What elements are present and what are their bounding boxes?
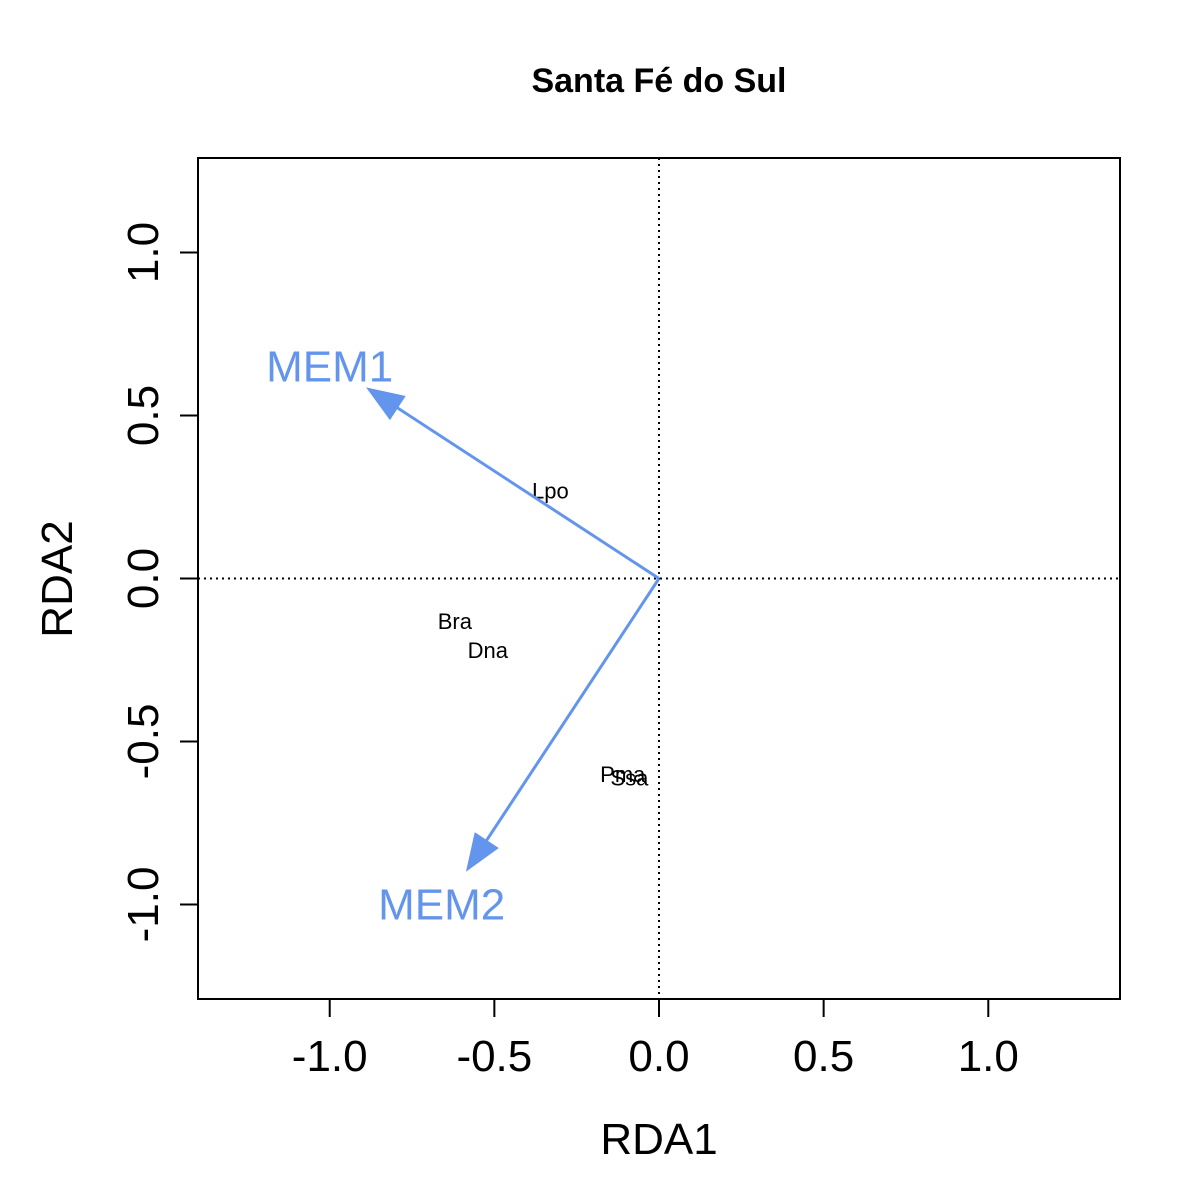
y-tick-label: 1.0 — [119, 222, 168, 283]
x-tick-label: 0.5 — [793, 1032, 854, 1081]
y-tick-label: 0.5 — [119, 385, 168, 446]
vector-arrow-mem2 — [465, 577, 661, 872]
species-label-ssa: Ssa — [610, 765, 649, 790]
x-tick-label: -0.5 — [456, 1032, 532, 1081]
vector-arrow-mem1 — [366, 387, 660, 580]
plot-area: -1.0 -0.5 0.0 0.5 1.0-1.0-0.50.00.51.0LpoBra… — [119, 157, 1121, 1081]
species-label-bra: Bra — [438, 609, 473, 634]
x-tick-label: 1.0 — [958, 1032, 1019, 1081]
x-tick-label: 0.0 — [628, 1032, 689, 1081]
x-axis-title: RDA1 — [600, 1115, 717, 1164]
species-label-dna: Dna — [468, 638, 509, 663]
y-tick-label: -0.5 — [119, 704, 168, 780]
vector-label-mem1: MEM1 — [266, 343, 393, 392]
chart-title: Santa Fé do Sul — [531, 62, 786, 100]
vector-label-mem2: MEM2 — [378, 880, 505, 929]
x-tick-label: -1.0 — [292, 1032, 368, 1081]
species-label-pma: Pma — [600, 762, 646, 787]
y-tick-label: 0.0 — [119, 548, 168, 609]
y-axis-title: RDA2 — [33, 520, 82, 637]
y-tick-label: -1.0 — [119, 867, 168, 943]
